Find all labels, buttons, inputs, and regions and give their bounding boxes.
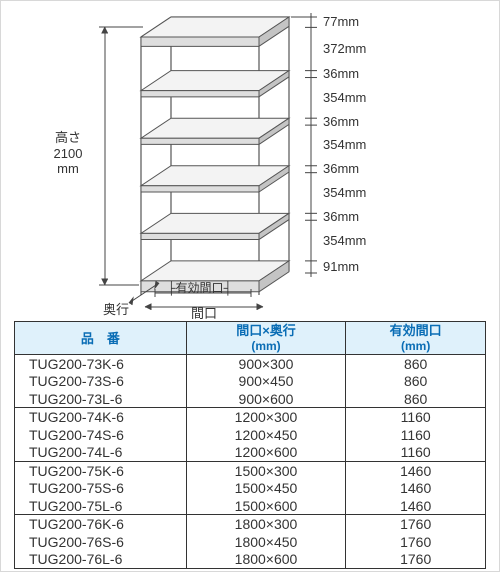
segment-label: 36mm	[323, 66, 359, 81]
cell-size: 900×450	[186, 372, 346, 390]
cell-eff: 1760	[346, 533, 486, 551]
table-row: TUG200-73L-6900×600860	[15, 390, 486, 408]
cell-size: 900×600	[186, 390, 346, 408]
cell-size: 1200×450	[186, 426, 346, 444]
height-value: 2100	[54, 146, 83, 161]
cell-size: 1800×300	[186, 515, 346, 533]
segment-label: 354mm	[323, 185, 366, 200]
cell-pn: TUG200-74S-6	[15, 426, 187, 444]
cell-eff: 1460	[346, 497, 486, 515]
segment-label: 36mm	[323, 209, 359, 224]
segment-label: 354mm	[323, 137, 366, 152]
cell-pn: TUG200-75K-6	[15, 461, 187, 479]
height-label-block: 高さ 2100 mm	[41, 127, 95, 176]
cell-size: 1200×300	[186, 408, 346, 426]
depth-label: 奥行	[103, 299, 129, 318]
table-row: TUG200-73K-6900×300860	[15, 354, 486, 372]
col-header-eff: 有効間口(mm)	[346, 322, 486, 355]
effective-width-label: ├有効間口┤	[167, 279, 232, 296]
segment-label: 91mm	[323, 259, 359, 274]
cell-eff: 860	[346, 390, 486, 408]
table-row: TUG200-76S-61800×4501760	[15, 533, 486, 551]
cell-pn: TUG200-76S-6	[15, 533, 187, 551]
table-row: TUG200-74S-61200×4501160	[15, 426, 486, 444]
cell-pn: TUG200-76L-6	[15, 550, 187, 568]
cell-pn: TUG200-74L-6	[15, 443, 187, 461]
cell-eff: 1160	[346, 426, 486, 444]
col-header-size: 間口×奥行(mm)	[186, 322, 346, 355]
height-label: 高さ	[55, 130, 81, 145]
segment-label: 372mm	[323, 41, 366, 56]
cell-size: 1500×600	[186, 497, 346, 515]
cell-size: 1800×600	[186, 550, 346, 568]
table-row: TUG200-74L-61200×6001160	[15, 443, 486, 461]
page-container: 高さ 2100 mm 奥行 ├有効間口┤ 間口 77mm 372mm 36mm 354…	[0, 0, 500, 572]
table-row: TUG200-76K-61800×3001760	[15, 515, 486, 533]
cell-eff: 1160	[346, 408, 486, 426]
cell-pn: TUG200-73S-6	[15, 372, 187, 390]
cell-pn: TUG200-75L-6	[15, 497, 187, 515]
table-row: TUG200-76L-61800×6001760	[15, 550, 486, 568]
cell-eff: 860	[346, 354, 486, 372]
cell-size: 1200×600	[186, 443, 346, 461]
width-label: 間口	[191, 303, 217, 322]
spec-table: 品 番 間口×奥行(mm) 有効間口(mm) TUG200-73K-6900×3…	[14, 321, 486, 569]
cell-eff: 1760	[346, 515, 486, 533]
cell-eff: 1460	[346, 479, 486, 497]
cell-size: 1800×450	[186, 533, 346, 551]
segment-label: 36mm	[323, 114, 359, 129]
segment-label: 77mm	[323, 14, 359, 29]
height-unit: mm	[57, 161, 79, 176]
table-row: TUG200-73S-6900×450860	[15, 372, 486, 390]
cell-pn: TUG200-75S-6	[15, 479, 187, 497]
table-row: TUG200-75L-61500×6001460	[15, 497, 486, 515]
table-row: TUG200-75K-61500×3001460	[15, 461, 486, 479]
cell-eff: 1760	[346, 550, 486, 568]
cell-eff: 1160	[346, 443, 486, 461]
cell-eff: 860	[346, 372, 486, 390]
segment-label: 36mm	[323, 161, 359, 176]
cell-pn: TUG200-73K-6	[15, 354, 187, 372]
cell-pn: TUG200-76K-6	[15, 515, 187, 533]
segment-label: 354mm	[323, 90, 366, 105]
table-header-row: 品 番 間口×奥行(mm) 有効間口(mm)	[15, 322, 486, 355]
cell-pn: TUG200-74K-6	[15, 408, 187, 426]
col-header-pn: 品 番	[15, 322, 187, 355]
cell-size: 1500×450	[186, 479, 346, 497]
cell-pn: TUG200-73L-6	[15, 390, 187, 408]
table-row: TUG200-74K-61200×3001160	[15, 408, 486, 426]
shelf-diagram: 高さ 2100 mm 奥行 ├有効間口┤ 間口 77mm 372mm 36mm 354…	[11, 9, 491, 319]
cell-eff: 1460	[346, 461, 486, 479]
cell-size: 1500×300	[186, 461, 346, 479]
segment-label: 354mm	[323, 233, 366, 248]
cell-size: 900×300	[186, 354, 346, 372]
table-row: TUG200-75S-61500×4501460	[15, 479, 486, 497]
table-body: TUG200-73K-6900×300860TUG200-73S-6900×45…	[15, 354, 486, 568]
